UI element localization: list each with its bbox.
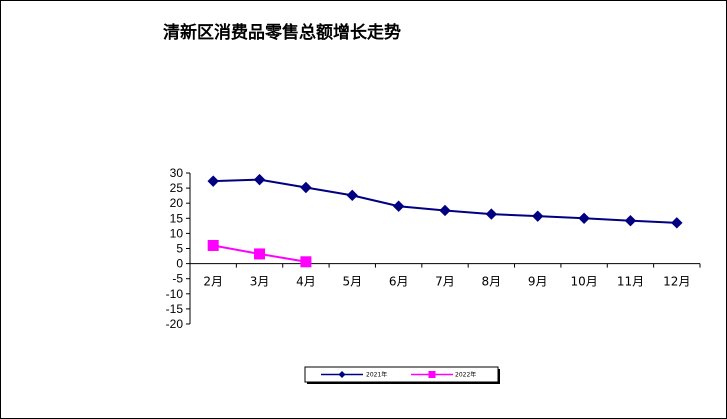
chart-marks — [207, 173, 683, 268]
legend-label-2: 2022年 — [455, 371, 476, 379]
data-point-marker — [532, 210, 544, 222]
data-point-marker — [300, 181, 312, 194]
x-tick-label: 5月 — [342, 275, 362, 289]
legend-box — [304, 366, 499, 383]
x-tick-label: 6月 — [389, 275, 409, 289]
x-tick-label: 9月 — [528, 275, 548, 289]
x-tick-label: 3月 — [250, 275, 270, 289]
chart-title: 清新区消费品零售总额增长走势 — [163, 23, 401, 43]
y-tick-label: -15 — [166, 302, 184, 316]
y-tick-label: 30 — [170, 166, 184, 180]
series-line-1 — [213, 178, 677, 224]
x-tick-label: 8月 — [482, 275, 502, 289]
data-point-marker — [346, 189, 358, 202]
data-point-marker — [207, 175, 219, 187]
data-point-marker — [392, 200, 405, 212]
y-tick-label: 15 — [170, 211, 184, 225]
y-tick-label: -5 — [172, 272, 183, 286]
data-point-marker — [300, 256, 312, 268]
data-point-marker — [253, 173, 266, 186]
data-point-marker — [671, 217, 683, 229]
y-tick-label: 10 — [170, 226, 184, 240]
data-point-marker — [254, 248, 266, 260]
x-tick-label: 12月 — [663, 275, 690, 289]
legend-marker-2 — [428, 371, 436, 378]
x-tick-label: 2月 — [203, 275, 223, 289]
x-tick-label: 7月 — [435, 275, 455, 289]
legend-marker-1 — [338, 371, 346, 378]
data-point-marker — [578, 212, 590, 225]
data-point-marker — [207, 239, 219, 251]
x-tick-label: 10月 — [570, 275, 597, 289]
x-tick-label: 4月 — [296, 275, 316, 289]
chart-legend: 2021年 2022年 — [304, 366, 500, 384]
y-tick-label: 20 — [170, 196, 184, 210]
data-point-marker — [624, 215, 637, 227]
y-tick-label: 0 — [176, 257, 183, 271]
data-point-marker — [485, 208, 498, 220]
data-point-marker — [439, 204, 451, 217]
y-tick-label: -10 — [166, 287, 184, 301]
y-tick-label: 5 — [176, 242, 183, 256]
x-tick-label: 11月 — [617, 275, 644, 289]
y-tick-label: 25 — [170, 181, 184, 195]
y-tick-label: -20 — [166, 317, 184, 331]
legend-label-1: 2021年 — [366, 371, 387, 379]
